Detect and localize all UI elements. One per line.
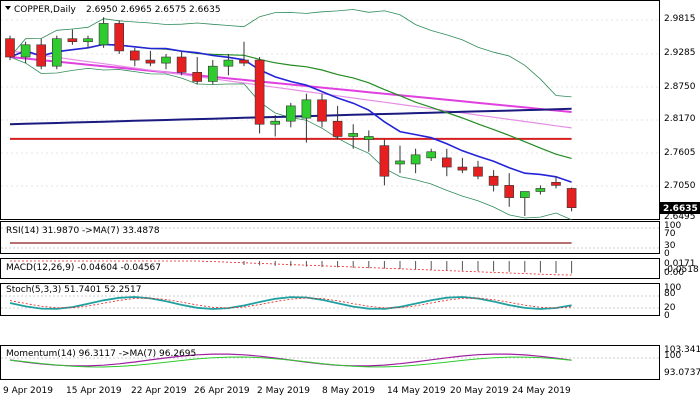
macd-tick: 0.0171 [664, 259, 696, 269]
candle-body [98, 23, 109, 46]
candle-body [161, 56, 171, 64]
rsi-tick: 0 [664, 249, 670, 259]
candle-body [20, 44, 31, 58]
price-tick: 2.9815 [664, 14, 696, 24]
candle-body [410, 154, 421, 165]
rsi-label: RSI(14) 31.9870 ->MA(7) 33.4878 [6, 226, 160, 236]
candle-body [83, 38, 93, 43]
stoch-panel-frame [0, 283, 660, 316]
candle-body [254, 59, 265, 125]
momentum-tick: 100 [664, 351, 681, 361]
x-axis: 9 Apr 2019 15 Apr 2019 22 Apr 2019 26 Ap… [3, 386, 571, 396]
price-tick: 2.8170 [664, 114, 696, 124]
candle-body [176, 56, 187, 73]
candle-body [519, 191, 530, 198]
candle-body [51, 38, 62, 67]
ohlc-values-label: 2.6950 2.6965 2.6575 2.6635 [86, 5, 221, 15]
rsi-tick: 70 [664, 229, 676, 239]
x-axis-label: 15 Apr 2019 [66, 386, 122, 396]
price-tick: 2.7605 [664, 148, 696, 158]
candle-body [379, 145, 390, 177]
candle-body [270, 120, 281, 125]
candle-body [192, 71, 202, 82]
candle-body [473, 166, 483, 177]
candle-body [239, 59, 249, 64]
price-tick: 2.7050 [664, 181, 696, 191]
candle-body [114, 23, 124, 52]
momentum-ma-line [9, 356, 572, 368]
current-price-box [660, 202, 700, 214]
macd-tick: -0.0518 [664, 265, 699, 275]
rsi-panel-frame [0, 221, 660, 254]
x-axis-label: 8 May 2019 [322, 386, 375, 396]
macd-label: MACD(12,26,9) -0.04604 -0.04567 [6, 263, 161, 273]
candle-body [426, 151, 437, 159]
macd-tick: 0.00 [664, 268, 684, 278]
ma-green-line [9, 43, 572, 159]
candle-body [5, 38, 15, 58]
collapse-arrow-icon[interactable] [5, 6, 11, 10]
x-axis-label: 2 May 2019 [257, 386, 310, 396]
stoch-label: Stoch(5,3,3) 51.7401 52.2517 [6, 285, 141, 295]
candlesticks [5, 17, 577, 216]
symbol-timeframe-label: COPPER,Daily [14, 5, 76, 15]
rsi-tick: 30 [664, 241, 676, 251]
momentum-panel-frame [0, 345, 660, 380]
indicator-lines [1, 227, 659, 368]
candle-body [348, 133, 359, 137]
stoch-tick: 100 [664, 283, 681, 293]
candle-body [395, 160, 405, 165]
stoch-tick: 0 [664, 311, 670, 321]
stoch-tick: 20 [664, 303, 676, 313]
x-axis-label: 24 May 2019 [512, 386, 571, 396]
price-tick: 2.6495 [664, 212, 696, 222]
candle-body [504, 185, 515, 198]
candle-body [457, 166, 468, 171]
candle-body [130, 50, 140, 61]
macd-signal-line [10, 260, 572, 276]
candle-body [317, 99, 327, 122]
candle-body [363, 136, 374, 140]
ma-magenta-line [9, 56, 572, 113]
candle-body [488, 175, 499, 186]
x-axis-label: 20 May 2019 [450, 386, 509, 396]
candle-body [535, 188, 546, 192]
candle-body [36, 44, 47, 67]
stoch-d-line [9, 297, 572, 309]
momentum-tick: 103.3413 [664, 345, 700, 355]
candle-body [551, 182, 561, 186]
main-panel-frame [0, 0, 660, 220]
candle-body [145, 59, 156, 64]
candle-body [223, 59, 234, 67]
stoch-tick: 80 [664, 289, 676, 299]
candle-body [67, 38, 78, 43]
x-axis-label: 14 May 2019 [387, 386, 446, 396]
candle-body [285, 105, 296, 122]
candle-body [332, 120, 343, 137]
x-axis-label: 22 Apr 2019 [131, 386, 187, 396]
candle-body [441, 157, 452, 168]
candle-body [208, 65, 218, 82]
macd-panel-frame [0, 258, 660, 279]
momentum-label: Momentum(14) 96.3117 ->MA(7) 96.2695 [6, 349, 196, 359]
price-tick: 2.8750 [664, 82, 696, 92]
ma-pink-line [9, 50, 572, 129]
candle-body [301, 99, 312, 119]
rsi-tick: 100 [664, 221, 681, 231]
x-axis-label: 26 Apr 2019 [194, 386, 250, 396]
momentum-tick: 93.0737 [664, 368, 700, 378]
price-tick: 2.9285 [664, 48, 696, 58]
current-price-label: 2.6635 [663, 204, 698, 214]
candle-body [566, 188, 577, 208]
x-axis-label: 9 Apr 2019 [3, 386, 53, 396]
